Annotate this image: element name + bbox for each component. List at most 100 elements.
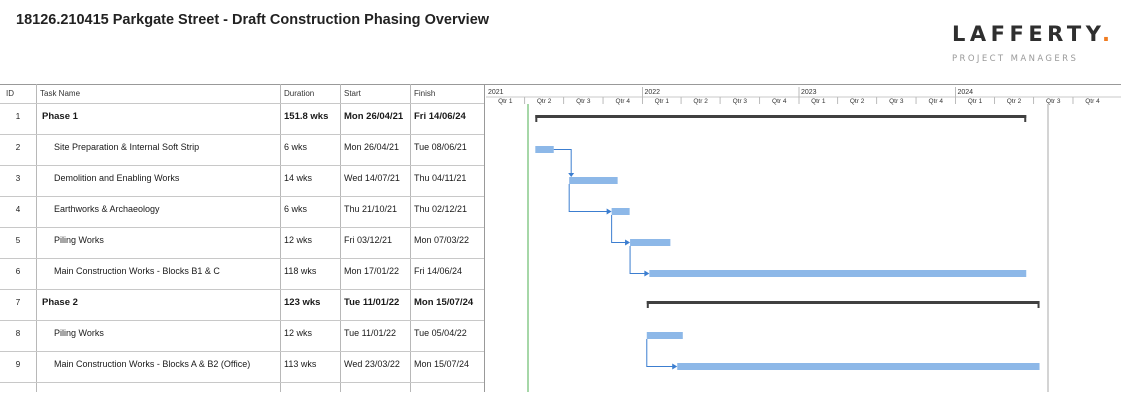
task-id: 2 xyxy=(15,143,21,152)
task-start: Mon 26/04/21 xyxy=(344,111,404,122)
task-duration: 14 wks xyxy=(284,173,313,183)
task-duration: 12 wks xyxy=(284,328,313,338)
row-separator xyxy=(0,134,484,135)
task-id: 6 xyxy=(15,267,21,276)
row-separator xyxy=(0,227,484,228)
task-duration: 6 wks xyxy=(284,204,308,214)
logo-subtitle: PROJECT MANAGERS xyxy=(952,54,1079,64)
task-finish: Mon 15/07/24 xyxy=(414,297,474,308)
task-bar[interactable] xyxy=(649,270,1027,277)
row-separator xyxy=(0,258,484,259)
page-title: 18126.210415 Parkgate Street - Draft Con… xyxy=(16,12,490,28)
task-start: Wed 23/03/22 xyxy=(344,359,400,369)
row-separator xyxy=(0,103,484,104)
dependency-arrow xyxy=(672,363,678,370)
timeline-quarter-label: Qtr 4 xyxy=(616,98,631,105)
task-bar[interactable] xyxy=(535,146,554,153)
task-start: Tue 11/01/22 xyxy=(344,328,397,338)
task-name[interactable]: Demolition and Enabling Works xyxy=(54,173,180,183)
task-id: 8 xyxy=(15,329,21,338)
task-bar[interactable] xyxy=(646,332,683,339)
task-name[interactable]: Main Construction Works - Blocks B1 & C xyxy=(54,266,220,276)
task-bar[interactable] xyxy=(677,363,1040,370)
dependency-arrow xyxy=(625,239,631,246)
column-header-task-name[interactable]: Task Name xyxy=(40,89,81,98)
task-bar[interactable] xyxy=(611,208,630,215)
task-id: 9 xyxy=(15,360,21,369)
timeline-quarter-label: Qtr 1 xyxy=(811,98,826,105)
row-separator xyxy=(0,320,484,321)
task-start: Mon 26/04/21 xyxy=(344,142,400,152)
timeline-quarter-label: Qtr 4 xyxy=(772,98,787,105)
summary-bar[interactable] xyxy=(535,115,1027,118)
column-divider xyxy=(36,84,37,392)
row-separator xyxy=(0,196,484,197)
task-start: Tue 11/01/22 xyxy=(344,297,400,308)
timeline-quarter-label: Qtr 3 xyxy=(576,98,591,105)
timeline-quarter-label: Qtr 2 xyxy=(1007,98,1022,105)
task-bar[interactable] xyxy=(569,177,618,184)
timeline-quarter-label: Qtr 3 xyxy=(889,98,904,105)
column-divider xyxy=(280,84,281,392)
table-top-border xyxy=(0,84,1121,85)
dependency-arrow xyxy=(568,173,575,177)
column-header-duration[interactable]: Duration xyxy=(284,89,315,98)
column-header-id[interactable]: ID xyxy=(6,89,14,98)
timeline-quarter-label: Qtr 2 xyxy=(537,98,552,105)
table-chart-divider xyxy=(484,84,485,392)
task-duration: 113 wks xyxy=(284,359,317,369)
task-start: Wed 14/07/21 xyxy=(344,173,400,183)
row-separator xyxy=(0,289,484,290)
logo-wordmark: LAFFERTY. xyxy=(952,22,1110,46)
task-id: 1 xyxy=(15,112,21,121)
dependency-link xyxy=(629,246,646,274)
task-name[interactable]: Site Preparation & Internal Soft Strip xyxy=(54,142,200,152)
timeline-year-label: 2022 xyxy=(645,89,661,96)
task-duration: 118 wks xyxy=(284,266,317,276)
column-divider xyxy=(340,84,341,392)
timeline-quarter-label: Qtr 1 xyxy=(968,98,983,105)
task-finish: Mon 15/07/24 xyxy=(414,359,470,369)
timeline-quarter-label: Qtr 3 xyxy=(1046,98,1061,105)
task-duration: 12 wks xyxy=(284,235,313,245)
task-duration: 151.8 wks xyxy=(284,111,329,122)
task-finish: Thu 02/12/21 xyxy=(414,204,468,214)
task-name[interactable]: Phase 1 xyxy=(42,111,78,122)
column-divider xyxy=(410,84,411,392)
task-id: 5 xyxy=(15,236,21,245)
dependency-link xyxy=(568,184,608,212)
task-name[interactable]: Earthworks & Archaeology xyxy=(54,204,160,214)
task-finish: Fri 14/06/24 xyxy=(414,111,466,122)
column-header-start[interactable]: Start xyxy=(344,89,361,98)
task-start: Mon 17/01/22 xyxy=(344,266,400,276)
task-id: 3 xyxy=(15,174,21,183)
task-name[interactable]: Piling Works xyxy=(54,328,104,338)
dependency-arrow xyxy=(644,270,650,277)
task-name[interactable]: Phase 2 xyxy=(42,297,78,308)
dependency-link xyxy=(553,149,572,174)
task-duration: 123 wks xyxy=(284,297,321,308)
dependency-link xyxy=(646,339,674,367)
task-name[interactable]: Main Construction Works - Blocks A & B2 … xyxy=(54,359,251,369)
task-finish: Thu 04/11/21 xyxy=(414,173,467,183)
row-separator xyxy=(0,165,484,166)
task-finish: Fri 14/06/24 xyxy=(414,266,463,276)
timeline-quarter-label: Qtr 2 xyxy=(850,98,865,105)
timeline-quarter-label: Qtr 1 xyxy=(498,98,513,105)
dependency-arrow xyxy=(606,208,612,215)
summary-bar-start-cap xyxy=(535,115,538,122)
task-name[interactable]: Piling Works xyxy=(54,235,104,245)
summary-bar-end-cap xyxy=(1024,115,1027,122)
task-finish: Mon 07/03/22 xyxy=(414,235,470,245)
row-separator xyxy=(0,382,484,383)
timeline-year-label: 2021 xyxy=(488,89,504,96)
task-bar[interactable] xyxy=(630,239,671,246)
row-separator xyxy=(0,351,484,352)
dependency-link xyxy=(611,215,627,243)
timeline-quarter-label: Qtr 4 xyxy=(929,98,944,105)
column-header-finish[interactable]: Finish xyxy=(414,89,436,98)
summary-bar[interactable] xyxy=(646,301,1040,304)
task-finish: Tue 05/04/22 xyxy=(414,328,467,338)
logo-dot: . xyxy=(1101,22,1115,46)
